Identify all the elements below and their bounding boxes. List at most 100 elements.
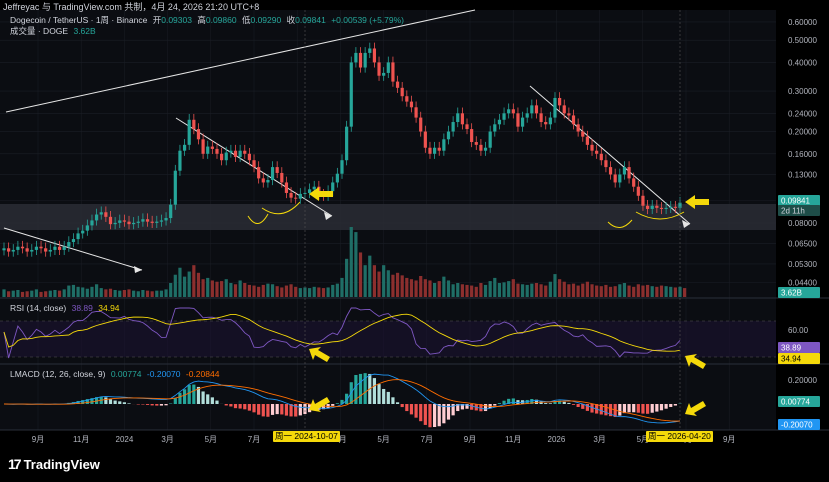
trend-line bbox=[529, 85, 691, 225]
volume-bar bbox=[433, 283, 437, 297]
trend-line bbox=[5, 9, 476, 113]
volume-bar bbox=[331, 284, 335, 297]
volume-bar bbox=[618, 284, 622, 297]
price-tick: 0.13000 bbox=[788, 170, 817, 179]
macd-legend[interactable]: LMACD (12, 26, close, 9) 0.00774 -0.2007… bbox=[10, 369, 222, 379]
tradingview-logo[interactable]: 17 TradingView bbox=[8, 456, 100, 472]
candle-body bbox=[257, 167, 261, 179]
macd-histogram-bar bbox=[210, 397, 214, 404]
volume-bar bbox=[71, 284, 76, 297]
volume-bar bbox=[465, 284, 469, 297]
volume-bar bbox=[377, 271, 381, 297]
volume-bar bbox=[608, 286, 613, 297]
volume-legend[interactable]: 成交量 · DOGE 3.62B bbox=[10, 25, 99, 37]
macd-histogram-bar bbox=[558, 400, 562, 404]
price-axis[interactable]: 0.60000 0.50000 0.40000 0.30000 0.24000 0.200… bbox=[788, 18, 817, 288]
candle-body bbox=[460, 113, 464, 125]
macd-histogram-bar bbox=[229, 404, 233, 407]
volume-bar bbox=[67, 285, 71, 297]
candle-body bbox=[113, 222, 117, 225]
candle-body bbox=[243, 150, 247, 154]
volume-bar bbox=[645, 284, 650, 297]
macd-histogram-bar bbox=[669, 404, 673, 407]
volume-bar bbox=[132, 290, 136, 297]
volume-bar bbox=[340, 277, 344, 297]
volume-bar bbox=[395, 272, 400, 297]
macd-histogram-bar bbox=[409, 404, 414, 415]
symbol-name[interactable]: Dogecoin / TetherUS · 1周 · Binance bbox=[10, 15, 148, 25]
candlesticks bbox=[2, 42, 682, 257]
trend-line-arrowhead bbox=[682, 220, 690, 228]
volume-bar bbox=[321, 288, 326, 297]
volume-bar bbox=[312, 286, 316, 297]
rsi-ma-value: 34.94 bbox=[98, 303, 120, 313]
rsi-legend[interactable]: RSI (14, close) 38.89 34.94 bbox=[10, 303, 123, 313]
candle-body bbox=[252, 160, 256, 168]
candle-body bbox=[85, 225, 89, 231]
volume-bar bbox=[650, 286, 654, 297]
volume-bar bbox=[187, 271, 191, 297]
macd-histogram-bar bbox=[470, 404, 474, 410]
arrow-macd-2026 bbox=[685, 401, 706, 416]
volume-bar bbox=[247, 284, 251, 297]
volume-bar bbox=[636, 284, 640, 297]
candle-body bbox=[558, 97, 562, 106]
candle-body bbox=[2, 248, 6, 251]
volume-bar bbox=[85, 288, 89, 297]
volume-bar bbox=[451, 284, 455, 297]
volume-bar bbox=[34, 289, 39, 297]
volume-bar bbox=[39, 291, 43, 297]
volume-bar bbox=[215, 281, 219, 297]
volume-bar bbox=[2, 289, 6, 297]
volume-bar bbox=[493, 277, 497, 297]
candle-body bbox=[470, 129, 474, 143]
candle-body bbox=[483, 147, 488, 151]
candle-body bbox=[122, 220, 126, 222]
macd-hist-value: 0.00774 bbox=[110, 369, 142, 379]
macd-histogram-bar bbox=[414, 404, 418, 418]
symbol-legend[interactable]: Dogecoin / TetherUS · 1周 · Binance 开0.09… bbox=[10, 14, 407, 26]
macd-histogram-bar bbox=[386, 391, 390, 404]
volume-bar bbox=[90, 286, 94, 297]
candle-body bbox=[456, 113, 460, 123]
date-marker-1: 周一 2024-10-07 bbox=[273, 431, 340, 442]
volume-bar bbox=[53, 290, 57, 297]
candle-body bbox=[530, 105, 534, 114]
candle-body bbox=[39, 246, 43, 249]
volume-bar bbox=[525, 284, 529, 297]
volume-bar bbox=[257, 286, 261, 297]
volume-bar bbox=[414, 280, 418, 297]
volume-bar bbox=[400, 275, 404, 297]
candle-body bbox=[261, 178, 265, 183]
volume-bar bbox=[622, 283, 627, 297]
macd-histogram-bar bbox=[636, 404, 640, 413]
volume-bar bbox=[345, 258, 349, 297]
macd-line-badge-text: -0.20070 bbox=[781, 421, 813, 430]
volume-bar bbox=[30, 290, 34, 297]
volume-bar bbox=[442, 276, 446, 297]
macd-histogram-bar bbox=[155, 404, 159, 406]
candle-body bbox=[340, 160, 344, 174]
volume-bar bbox=[11, 290, 15, 297]
time-tick: 9月 bbox=[32, 435, 44, 444]
rsi-badge bbox=[778, 342, 820, 353]
candle-body bbox=[178, 150, 182, 171]
macd-histogram-bar bbox=[465, 404, 469, 409]
candle-body bbox=[567, 113, 571, 116]
volume-bar bbox=[307, 288, 312, 297]
rsi-ma-badge-text: 34.94 bbox=[781, 355, 802, 364]
price-tick: 0.24000 bbox=[788, 109, 817, 118]
candle-body bbox=[622, 167, 627, 175]
candle-body bbox=[520, 117, 525, 127]
volume-bar bbox=[298, 288, 302, 297]
macd-histogram-bar bbox=[632, 404, 636, 413]
macd-histogram-bar bbox=[451, 404, 455, 416]
volume-bar bbox=[20, 291, 25, 297]
volume-bar bbox=[659, 285, 664, 297]
candle-body bbox=[294, 197, 298, 199]
volume-bar bbox=[363, 265, 367, 297]
close-label: 收 bbox=[286, 15, 296, 25]
candle-body bbox=[479, 144, 483, 151]
rsi-pane: 60.00 bbox=[0, 307, 809, 359]
